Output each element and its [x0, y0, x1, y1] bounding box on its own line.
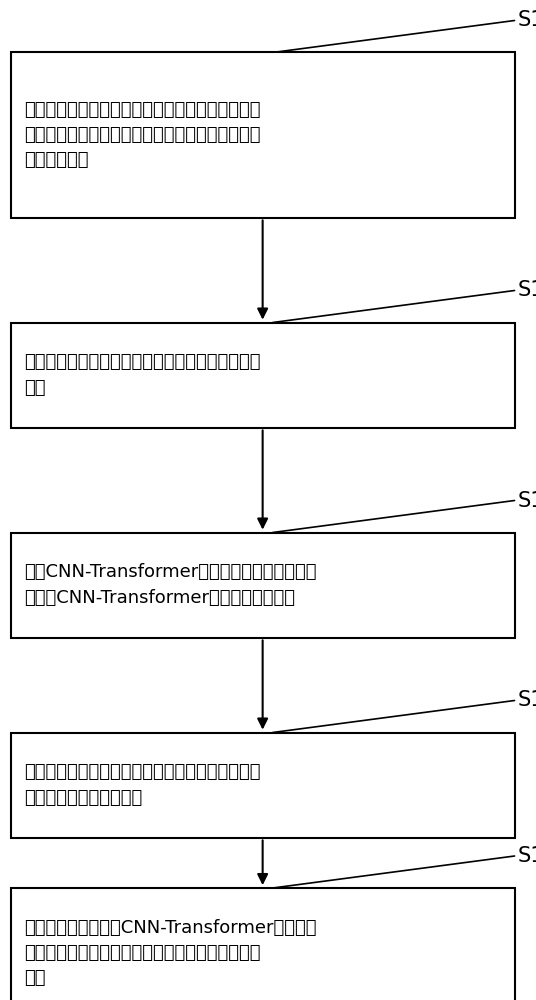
Bar — [11, 732, 515, 838]
Text: S1.3: S1.3 — [517, 491, 536, 511]
Text: 将数据送入训练好的CNN-Transformer模型中，
经过运算后得出预测结果，即预测的大气臭氧浓度
值。: 将数据送入训练好的CNN-Transformer模型中， 经过运算后得出预测结果… — [24, 919, 317, 987]
Bar — [11, 888, 515, 1000]
Bar — [11, 52, 515, 218]
Bar — [11, 532, 515, 638]
Text: S1.1: S1.1 — [517, 10, 536, 30]
Text: 实时获取监测站提供的多元大气污染物数据及气象
数据作为历史基准数据；: 实时获取监测站提供的多元大气污染物数据及气象 数据作为历史基准数据； — [24, 764, 260, 806]
Text: S1.5: S1.5 — [517, 846, 536, 866]
Text: 采用滑动窗口技术将数据序列化，构成时间序列数
据；: 采用滑动窗口技术将数据序列化，构成时间序列数 据； — [24, 354, 260, 396]
Text: S1.2: S1.2 — [517, 280, 536, 300]
Bar — [11, 322, 515, 428]
Text: 获取臭氧数据、其他大气污染物数据及气象数据作
为历史训练数据，处理缺失和异常值，将处理后的
数据归一化；: 获取臭氧数据、其他大气污染物数据及气象数据作 为历史训练数据，处理缺失和异常值，… — [24, 101, 260, 169]
Text: S1.4: S1.4 — [517, 690, 536, 710]
Text: 构建CNN-Transformer模型，将时间序列数据送
入所述CNN-Transformer模型中进行训练；: 构建CNN-Transformer模型，将时间序列数据送 入所述CNN-Tran… — [24, 564, 317, 606]
